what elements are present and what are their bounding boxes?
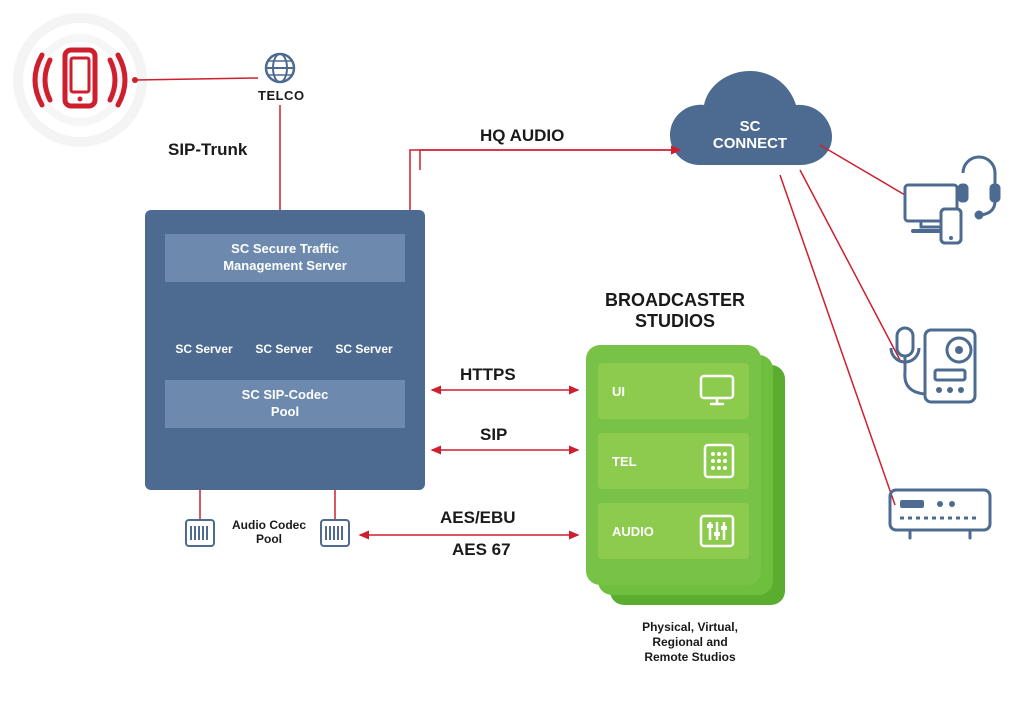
sc-server-3: SC Server — [329, 342, 399, 356]
studios-caption: Physical, Virtual, Regional and Remote S… — [600, 620, 780, 665]
server-box: SC Secure Traffic Management Server SC S… — [145, 210, 425, 490]
sip-codec-pool: SC SIP-Codec Pool — [165, 380, 405, 428]
traffic-mgmt-server: SC Secure Traffic Management Server — [165, 234, 405, 282]
codec-chip-icon-right — [321, 520, 349, 546]
sc-server-1: SC Server — [169, 342, 239, 356]
sliders-icon — [699, 514, 735, 548]
aes67-label: AES 67 — [452, 540, 511, 560]
globe-icon — [266, 54, 294, 82]
studio-row-audio-label: AUDIO — [612, 524, 654, 539]
sip-trunk-label: SIP-Trunk — [168, 140, 247, 160]
studio-row-ui-label: UI — [612, 384, 625, 399]
monitor-icon — [699, 374, 735, 408]
sip-label: SIP — [480, 425, 507, 445]
studio-row-ui: UI — [598, 363, 749, 419]
rack-device-icon — [890, 490, 990, 538]
studio-row-tel: TEL — [598, 433, 749, 489]
keypad-icon — [703, 443, 735, 479]
workstation-icon — [905, 157, 999, 243]
codec-chip-icon-left — [186, 520, 214, 546]
field-recorder-icon — [891, 328, 975, 402]
studios-title: BROADCASTER STUDIOS — [575, 290, 775, 331]
telco-label: TELCO — [258, 88, 305, 103]
sc-server-2: SC Server — [249, 342, 319, 356]
studio-card-front: UI TEL AUDIO — [586, 345, 761, 585]
phone-icon — [35, 50, 125, 106]
https-label: HTTPS — [460, 365, 516, 385]
studio-row-audio: AUDIO — [598, 503, 749, 559]
studio-row-tel-label: TEL — [612, 454, 637, 469]
cloud-label: SCCONNECT — [710, 118, 790, 153]
aes-ebu-label: AES/EBU — [440, 508, 516, 528]
hq-audio-label: HQ AUDIO — [480, 126, 564, 146]
codec-pool-label: Audio Codec Pool — [224, 518, 314, 547]
